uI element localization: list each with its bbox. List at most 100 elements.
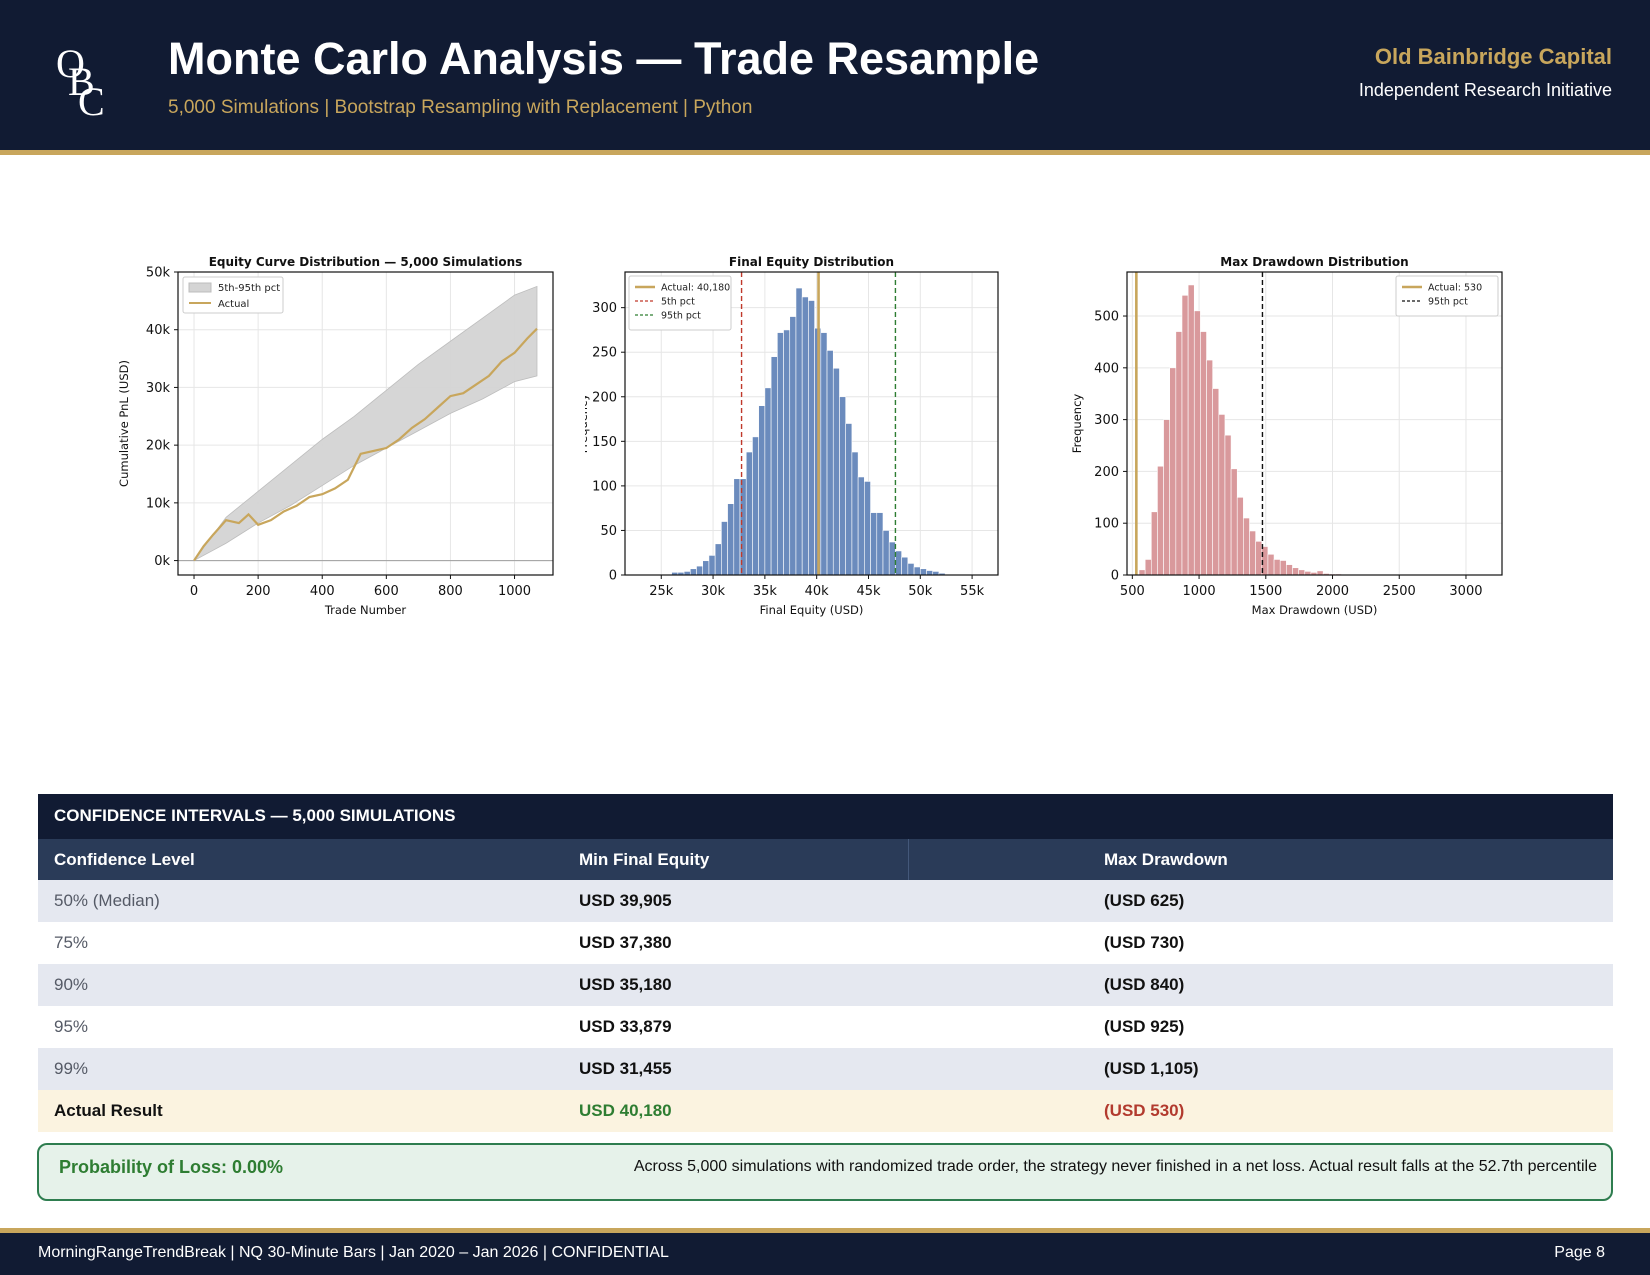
histogram-bar <box>820 332 828 576</box>
histogram-bar <box>733 478 741 576</box>
histogram-bar <box>1200 331 1207 576</box>
y-tick-label: 50k <box>146 266 171 281</box>
histogram-bar <box>795 287 803 576</box>
histogram-bar <box>808 300 815 576</box>
logo-letter-c: C <box>78 79 105 124</box>
page-subtitle: 5,000 Simulations | Bootstrap Resampling… <box>168 97 753 118</box>
histogram-bar <box>1157 465 1164 576</box>
max-drawdown-cell: (USD 625) <box>1104 891 1185 910</box>
histogram-bar <box>708 555 716 576</box>
histogram-bar <box>764 387 772 576</box>
x-tick-label: 35k <box>753 584 778 599</box>
y-tick-label: 20k <box>146 439 171 454</box>
legend-label: 95th pct <box>661 311 701 322</box>
histogram-bar <box>1206 359 1213 576</box>
page-number: Page 8 <box>1554 1244 1605 1261</box>
x-axis-label: Max Drawdown (USD) <box>1252 603 1378 617</box>
confidence-intervals-table: CONFIDENCE INTERVALS — 5,000 SIMULATIONS… <box>38 794 1613 1132</box>
histogram-bar <box>1249 530 1256 576</box>
probability-description: Across 5,000 simulations with randomized… <box>633 1158 1597 1175</box>
confidence-level-cell: 75% <box>54 933 89 952</box>
min-final-equity-cell: USD 33,879 <box>579 1017 672 1036</box>
histogram-bar <box>689 568 697 576</box>
brand-tagline: Independent Research Initiative <box>1358 80 1612 100</box>
x-tick-label: 600 <box>374 584 399 599</box>
header-max-drawdown: Max Drawdown <box>1104 849 1228 869</box>
histogram-bar <box>845 423 853 576</box>
histogram-bar <box>1163 419 1171 576</box>
histogram-bar <box>1181 295 1189 576</box>
histogram-bar <box>783 329 791 576</box>
y-tick-label: 300 <box>592 301 617 316</box>
x-tick-label: 2500 <box>1383 584 1416 599</box>
histogram-bar <box>913 566 921 576</box>
max-drawdown-cell: (USD 925) <box>1104 1017 1185 1036</box>
x-tick-label: 1000 <box>498 584 531 599</box>
max-drawdown-cell: (USD 730) <box>1104 933 1185 952</box>
histogram-bar <box>1187 284 1195 576</box>
confidence-level-cell: 95% <box>54 1017 89 1036</box>
legend-label: 95th pct <box>1428 297 1468 308</box>
histogram-bar <box>1144 559 1152 576</box>
histogram-bar <box>1138 569 1146 576</box>
histogram-bar <box>1230 468 1238 576</box>
histogram-bar <box>758 405 766 576</box>
histogram-bar <box>857 476 865 576</box>
histogram-bar <box>721 521 728 576</box>
y-tick-label: 0k <box>154 554 170 569</box>
y-axis-label: Cumulative PnL (USD) <box>117 360 131 487</box>
logo-letter-o: O <box>56 41 85 86</box>
histogram-bar <box>801 296 809 576</box>
x-tick-label: 40k <box>805 584 830 599</box>
x-axis-label: Final Equity (USD) <box>760 603 864 617</box>
histogram-bar <box>888 541 896 576</box>
equity-curve-chart: Equity Curve Distribution — 5,000 Simula… <box>117 255 554 617</box>
histogram-bar <box>832 367 840 576</box>
x-tick-label: 2000 <box>1316 584 1349 599</box>
legend-band-swatch <box>188 282 212 293</box>
x-tick-label: 500 <box>1120 584 1145 599</box>
histogram-bar <box>1224 434 1232 576</box>
histogram-bar <box>1193 310 1201 576</box>
page-header: O B C Monte Carlo Analysis — Trade Resam… <box>0 0 1650 150</box>
x-tick-label: 25k <box>649 584 674 599</box>
legend-box <box>628 275 732 331</box>
x-tick-label: 50k <box>908 584 933 599</box>
chart-title: Max Drawdown Distribution <box>1220 255 1408 269</box>
histogram-bar <box>745 451 753 576</box>
histogram-bar <box>714 543 722 576</box>
x-tick-label: 30k <box>701 584 726 599</box>
footer-document-info: MorningRangeTrendBreak | NQ 30-Minute Ba… <box>38 1244 669 1261</box>
table-title: CONFIDENCE INTERVALS — 5,000 SIMULATIONS <box>38 794 1613 839</box>
x-tick-label: 55k <box>960 584 985 599</box>
histogram-bar <box>1236 497 1244 576</box>
table-header-row: Confidence Level Min Final Equity Max Dr… <box>38 839 1613 880</box>
x-tick-label: 45k <box>856 584 881 599</box>
legend-label: Actual: 40,180 <box>661 283 730 294</box>
page-footer: MorningRangeTrendBreak | NQ 30-Minute Ba… <box>0 1233 1650 1275</box>
histogram-bar <box>1273 559 1281 576</box>
histogram-bar <box>1292 567 1299 576</box>
y-axis-label: Frequency <box>1070 394 1084 454</box>
x-tick-label: 400 <box>310 584 335 599</box>
confidence-level-cell: 90% <box>54 975 89 994</box>
y-tick-label: 400 <box>1094 361 1119 376</box>
legend-label: Actual: 530 <box>1428 283 1482 294</box>
y-tick-label: 10k <box>146 496 171 511</box>
plot-frame <box>1126 271 1503 576</box>
histogram-bar <box>777 332 784 576</box>
chart-title: Equity Curve Distribution — 5,000 Simula… <box>209 255 523 269</box>
plot-frame <box>624 271 999 576</box>
percentile-band <box>193 285 538 561</box>
min-final-equity-cell: USD 37,380 <box>579 933 672 952</box>
y-tick-label: 300 <box>1094 413 1119 428</box>
histogram-bar <box>1255 541 1263 576</box>
max-drawdown-cell: (USD 840) <box>1104 975 1185 994</box>
histogram-bar <box>1286 564 1293 576</box>
histogram-bar <box>1150 511 1158 576</box>
histogram-bar <box>876 512 884 576</box>
y-tick-label: 30k <box>146 381 171 396</box>
table-row: 95% USD 33,879 (USD 925) <box>38 1006 1613 1048</box>
x-tick-label: 3000 <box>1449 584 1482 599</box>
y-tick-label: 500 <box>1094 310 1119 325</box>
